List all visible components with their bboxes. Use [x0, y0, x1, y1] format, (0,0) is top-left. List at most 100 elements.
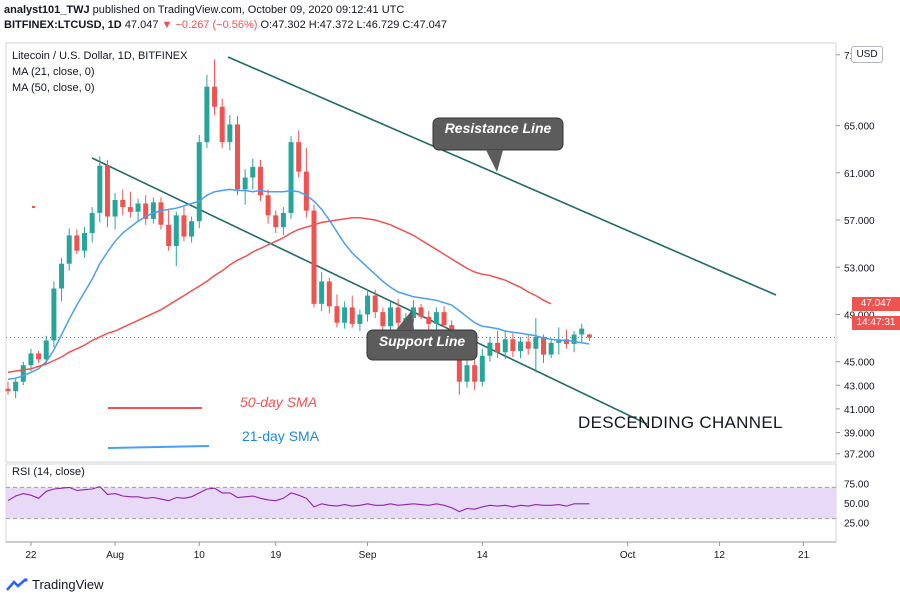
candle [418, 307, 424, 317]
time-tick-label: 12 [714, 550, 726, 561]
support-callout-box [366, 329, 478, 361]
price-tick-label: 43.000 [844, 381, 875, 392]
candle [51, 288, 57, 341]
candle [265, 195, 271, 216]
candle [82, 233, 87, 251]
candle [464, 365, 470, 382]
candle [150, 202, 156, 219]
candle [579, 328, 585, 335]
candle [518, 341, 524, 352]
candle [334, 306, 340, 323]
candle [311, 210, 317, 304]
candle [196, 142, 202, 222]
support-callout: Support Line [378, 333, 466, 349]
rsi-tick-label: 50.00 [844, 499, 869, 510]
candle [97, 165, 103, 213]
brand-name: TradingView [32, 577, 104, 592]
price-tick-label: 57.000 [844, 216, 875, 227]
time-tick-label: 22 [25, 550, 37, 561]
candle [541, 336, 546, 355]
author: analyst101_TWJ [4, 4, 90, 16]
price-tick-label: 65.000 [844, 122, 875, 133]
candle [288, 142, 294, 213]
sma50-legend: 50-day SMA [240, 394, 318, 410]
candle [303, 171, 309, 211]
candle [510, 339, 516, 352]
chart-title: Litecoin / U.S. Dollar, 1D, BITFINEX [12, 50, 188, 62]
candle [181, 215, 187, 237]
candle [20, 365, 26, 382]
symbol: BITFINEX:LTCUSD, 1D [4, 19, 122, 31]
candle [586, 334, 592, 338]
candle [433, 312, 439, 324]
channel-label: DESCENDING CHANNEL [578, 413, 783, 432]
candle [235, 124, 240, 190]
candle [380, 312, 386, 327]
candle [5, 388, 11, 392]
rsi-tick-label: 75.00 [844, 480, 869, 491]
candle [533, 336, 539, 349]
price-tick-label: 49.000 [844, 310, 875, 321]
candle [13, 381, 19, 392]
price-tick-label: 61.000 [844, 169, 875, 180]
candle [89, 212, 95, 234]
candle [410, 307, 416, 319]
candle [357, 314, 363, 324]
candle [173, 215, 179, 247]
candle [365, 295, 371, 315]
candle [43, 340, 49, 360]
sma21-legend: 21-day SMA [242, 428, 320, 444]
resistance-line [227, 56, 777, 296]
price-tick-label: 37.200 [844, 450, 875, 461]
currency-button[interactable]: USD [851, 46, 883, 63]
support-line [91, 157, 648, 425]
tradingview-logo-icon [6, 577, 28, 591]
candle [66, 235, 72, 264]
candle [502, 339, 508, 353]
candle [250, 166, 256, 178]
candle [166, 224, 172, 247]
candle [219, 106, 225, 143]
last-price: 47.047 [124, 19, 159, 31]
published-text: published on TradingView.com, October 09… [92, 4, 405, 16]
price-tick-label: 39.000 [844, 428, 875, 439]
candle [456, 340, 462, 382]
sma50-line [7, 216, 552, 374]
support-callout-pointer [396, 310, 414, 330]
candle [571, 334, 577, 344]
candle [227, 124, 233, 143]
candle [487, 342, 493, 356]
ohlc: O:47.302 H:47.372 L:46.729 C:47.047 [260, 19, 448, 31]
time-tick-label: 14 [477, 550, 489, 561]
stray-mark [32, 206, 35, 208]
candle [257, 166, 263, 196]
candle [426, 316, 432, 324]
candle [349, 307, 355, 324]
candle [204, 86, 210, 143]
candle [74, 235, 80, 251]
candle [342, 307, 348, 323]
publish-info: analyst101_TWJ published on TradingView.… [4, 4, 404, 16]
resistance-callout-pointer [486, 150, 503, 172]
candle [189, 221, 195, 237]
candle [296, 142, 302, 172]
candle [441, 312, 447, 326]
time-tick-label: 19 [270, 550, 282, 561]
sma21-line [7, 188, 590, 381]
candle [112, 199, 118, 217]
rsi-tick-label: 25.00 [844, 519, 869, 530]
candle [326, 281, 332, 307]
countdown-tag: 14:47:31 [852, 316, 900, 330]
candle [273, 215, 279, 228]
symbol-line: BITFINEX:LTCUSD, 1D 47.047 ▼ −0.267 (−0.… [4, 19, 447, 31]
candle [395, 307, 401, 323]
price-change: ▼ −0.267 (−0.56%) [161, 19, 258, 31]
price-pane [5, 42, 837, 463]
candle [28, 353, 34, 366]
candle [127, 207, 133, 212]
rsi-band [6, 487, 836, 519]
ma50-label: MA (50, close, 0) [12, 82, 95, 94]
price-tick-label: 45.000 [844, 358, 875, 369]
candle [143, 203, 149, 219]
